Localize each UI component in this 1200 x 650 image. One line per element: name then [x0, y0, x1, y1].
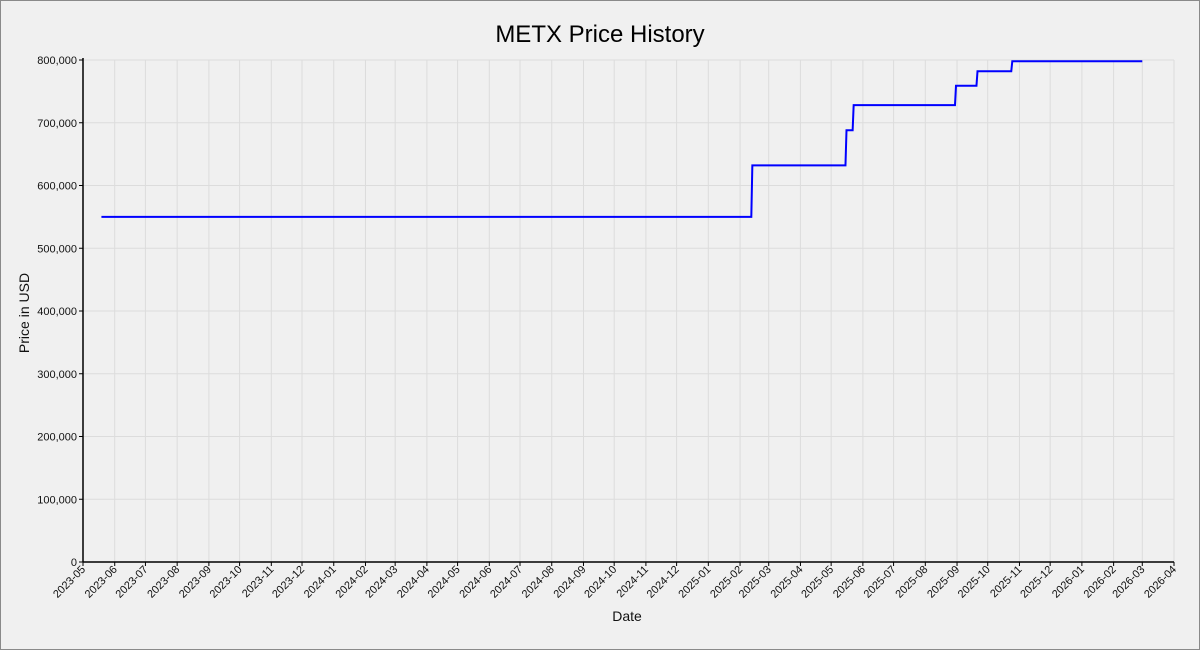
y-tick-label: 800,000 — [37, 55, 77, 67]
grid-lines — [82, 59, 1175, 563]
x-tick-label: 2024-01 — [302, 564, 339, 601]
x-tick-label: 2025-03 — [737, 564, 774, 601]
y-tick-label: 200,000 — [37, 432, 77, 444]
x-tick-label: 2025-06 — [831, 564, 868, 601]
series-layer — [101, 60, 1143, 218]
y-tick-label: 0 — [71, 557, 77, 569]
x-tick-label: 2024-05 — [426, 564, 463, 601]
y-axis-title: Price in USD — [16, 273, 32, 353]
x-tick-label: 2024-06 — [457, 564, 494, 601]
x-tick-label: 2026-01 — [1050, 564, 1087, 601]
y-tick-label: 600,000 — [37, 181, 77, 193]
x-axis-title: Date — [612, 608, 642, 624]
x-tick-label: 2023-11 — [240, 564, 276, 600]
price-series-line — [101, 60, 1143, 218]
x-tick-label: 2024-11 — [615, 564, 651, 600]
y-tick-label: 400,000 — [37, 306, 77, 318]
x-tick-label: 2023-07 — [114, 564, 151, 601]
x-tick-label: 2023-06 — [83, 564, 120, 601]
x-tick-label: 2025-08 — [893, 564, 930, 601]
x-tick-label: 2025-12 — [1018, 564, 1055, 601]
x-tick-label: 2023-08 — [145, 564, 182, 601]
x-tick-label: 2023-12 — [270, 564, 307, 601]
x-tick-label: 2025-09 — [925, 564, 962, 601]
x-tick-label: 2024-08 — [520, 564, 557, 601]
x-tick-label: 2023-09 — [177, 564, 214, 601]
y-tick-label: 100,000 — [37, 494, 77, 506]
x-tick-label: 2026-04 — [1142, 564, 1179, 601]
x-tick-label: 2025-10 — [956, 564, 993, 601]
x-tick-label: 2024-09 — [552, 564, 589, 601]
y-tick-label: 500,000 — [37, 243, 77, 255]
x-tick-label: 2025-11 — [988, 564, 1024, 600]
x-tick-label: 2025-01 — [676, 564, 713, 601]
x-tick-labels: 2023-052023-062023-072023-082023-092023-… — [51, 564, 1179, 601]
x-tick-label: 2023-05 — [51, 564, 88, 601]
axes — [79, 58, 1175, 566]
y-tick-labels: 0 100,000 200,000 300,000 400,000 500,000 600,… — [37, 55, 77, 569]
x-tick-label: 2024-07 — [488, 564, 525, 601]
x-tick-label: 2025-05 — [799, 564, 836, 601]
x-tick-label: 2023-10 — [208, 564, 245, 601]
x-tick-label: 2025-07 — [862, 564, 899, 601]
x-tick-label: 2026-03 — [1110, 564, 1147, 601]
x-tick-label: 2025-04 — [769, 564, 806, 601]
y-tick-label: 300,000 — [37, 369, 77, 381]
y-tick-label: 700,000 — [37, 118, 77, 130]
x-tick-label: 2024-03 — [363, 564, 400, 601]
x-tick-label: 2024-12 — [645, 564, 682, 601]
chart-title: METX Price History — [495, 21, 704, 48]
x-tick-label: 2024-04 — [395, 564, 432, 601]
x-tick-label: 2024-10 — [582, 564, 619, 601]
